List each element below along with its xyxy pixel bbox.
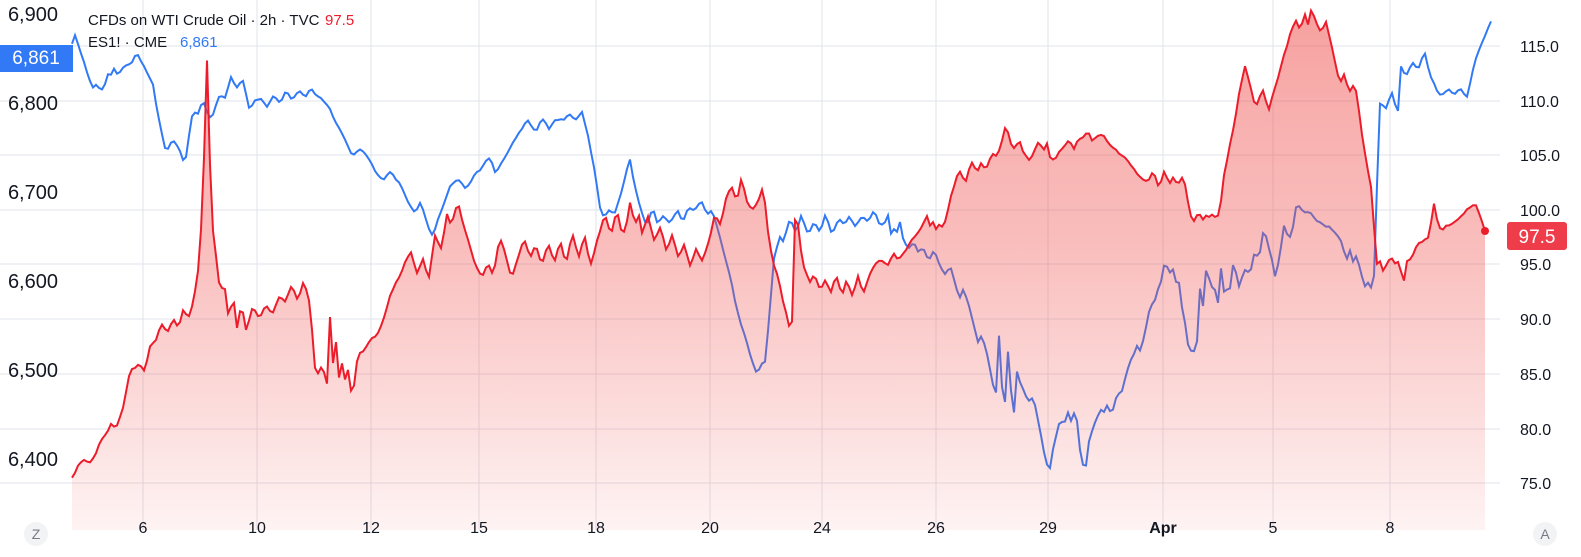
svg-text:Apr: Apr — [1149, 520, 1177, 537]
svg-text:ES1! · CME: ES1! · CME — [88, 34, 167, 51]
svg-text:A: A — [1540, 526, 1550, 542]
svg-text:95.0: 95.0 — [1520, 257, 1551, 274]
svg-text:CFDs on WTI Crude Oil · 2h · T: CFDs on WTI Crude Oil · 2h · TVC — [88, 12, 320, 29]
svg-text:8: 8 — [1386, 520, 1395, 537]
svg-text:6,861: 6,861 — [12, 48, 60, 69]
svg-text:20: 20 — [701, 520, 719, 537]
svg-text:110.0: 110.0 — [1520, 94, 1559, 111]
svg-text:85.0: 85.0 — [1520, 367, 1551, 384]
svg-text:Z: Z — [32, 526, 41, 542]
svg-text:75.0: 75.0 — [1520, 476, 1551, 493]
svg-text:6,600: 6,600 — [8, 271, 58, 293]
svg-text:6,400: 6,400 — [8, 449, 58, 471]
svg-text:6,900: 6,900 — [8, 4, 58, 26]
svg-text:18: 18 — [587, 520, 605, 537]
svg-text:100.0: 100.0 — [1520, 203, 1560, 220]
svg-text:6,800: 6,800 — [8, 93, 58, 115]
svg-text:6,500: 6,500 — [8, 360, 58, 382]
svg-text:97.5: 97.5 — [1519, 227, 1556, 248]
svg-text:6,861: 6,861 — [180, 34, 218, 51]
svg-text:26: 26 — [927, 520, 945, 537]
svg-text:6: 6 — [139, 520, 148, 537]
svg-text:6,700: 6,700 — [8, 182, 58, 204]
svg-text:29: 29 — [1039, 520, 1057, 537]
svg-text:10: 10 — [248, 520, 266, 537]
svg-text:80.0: 80.0 — [1520, 422, 1551, 439]
svg-text:115.0: 115.0 — [1520, 39, 1559, 56]
svg-text:15: 15 — [470, 520, 488, 537]
svg-text:97.5: 97.5 — [325, 12, 354, 29]
svg-text:12: 12 — [362, 520, 380, 537]
svg-text:105.0: 105.0 — [1520, 148, 1560, 165]
svg-text:5: 5 — [1269, 520, 1278, 537]
svg-text:24: 24 — [813, 520, 831, 537]
svg-text:90.0: 90.0 — [1520, 312, 1551, 329]
